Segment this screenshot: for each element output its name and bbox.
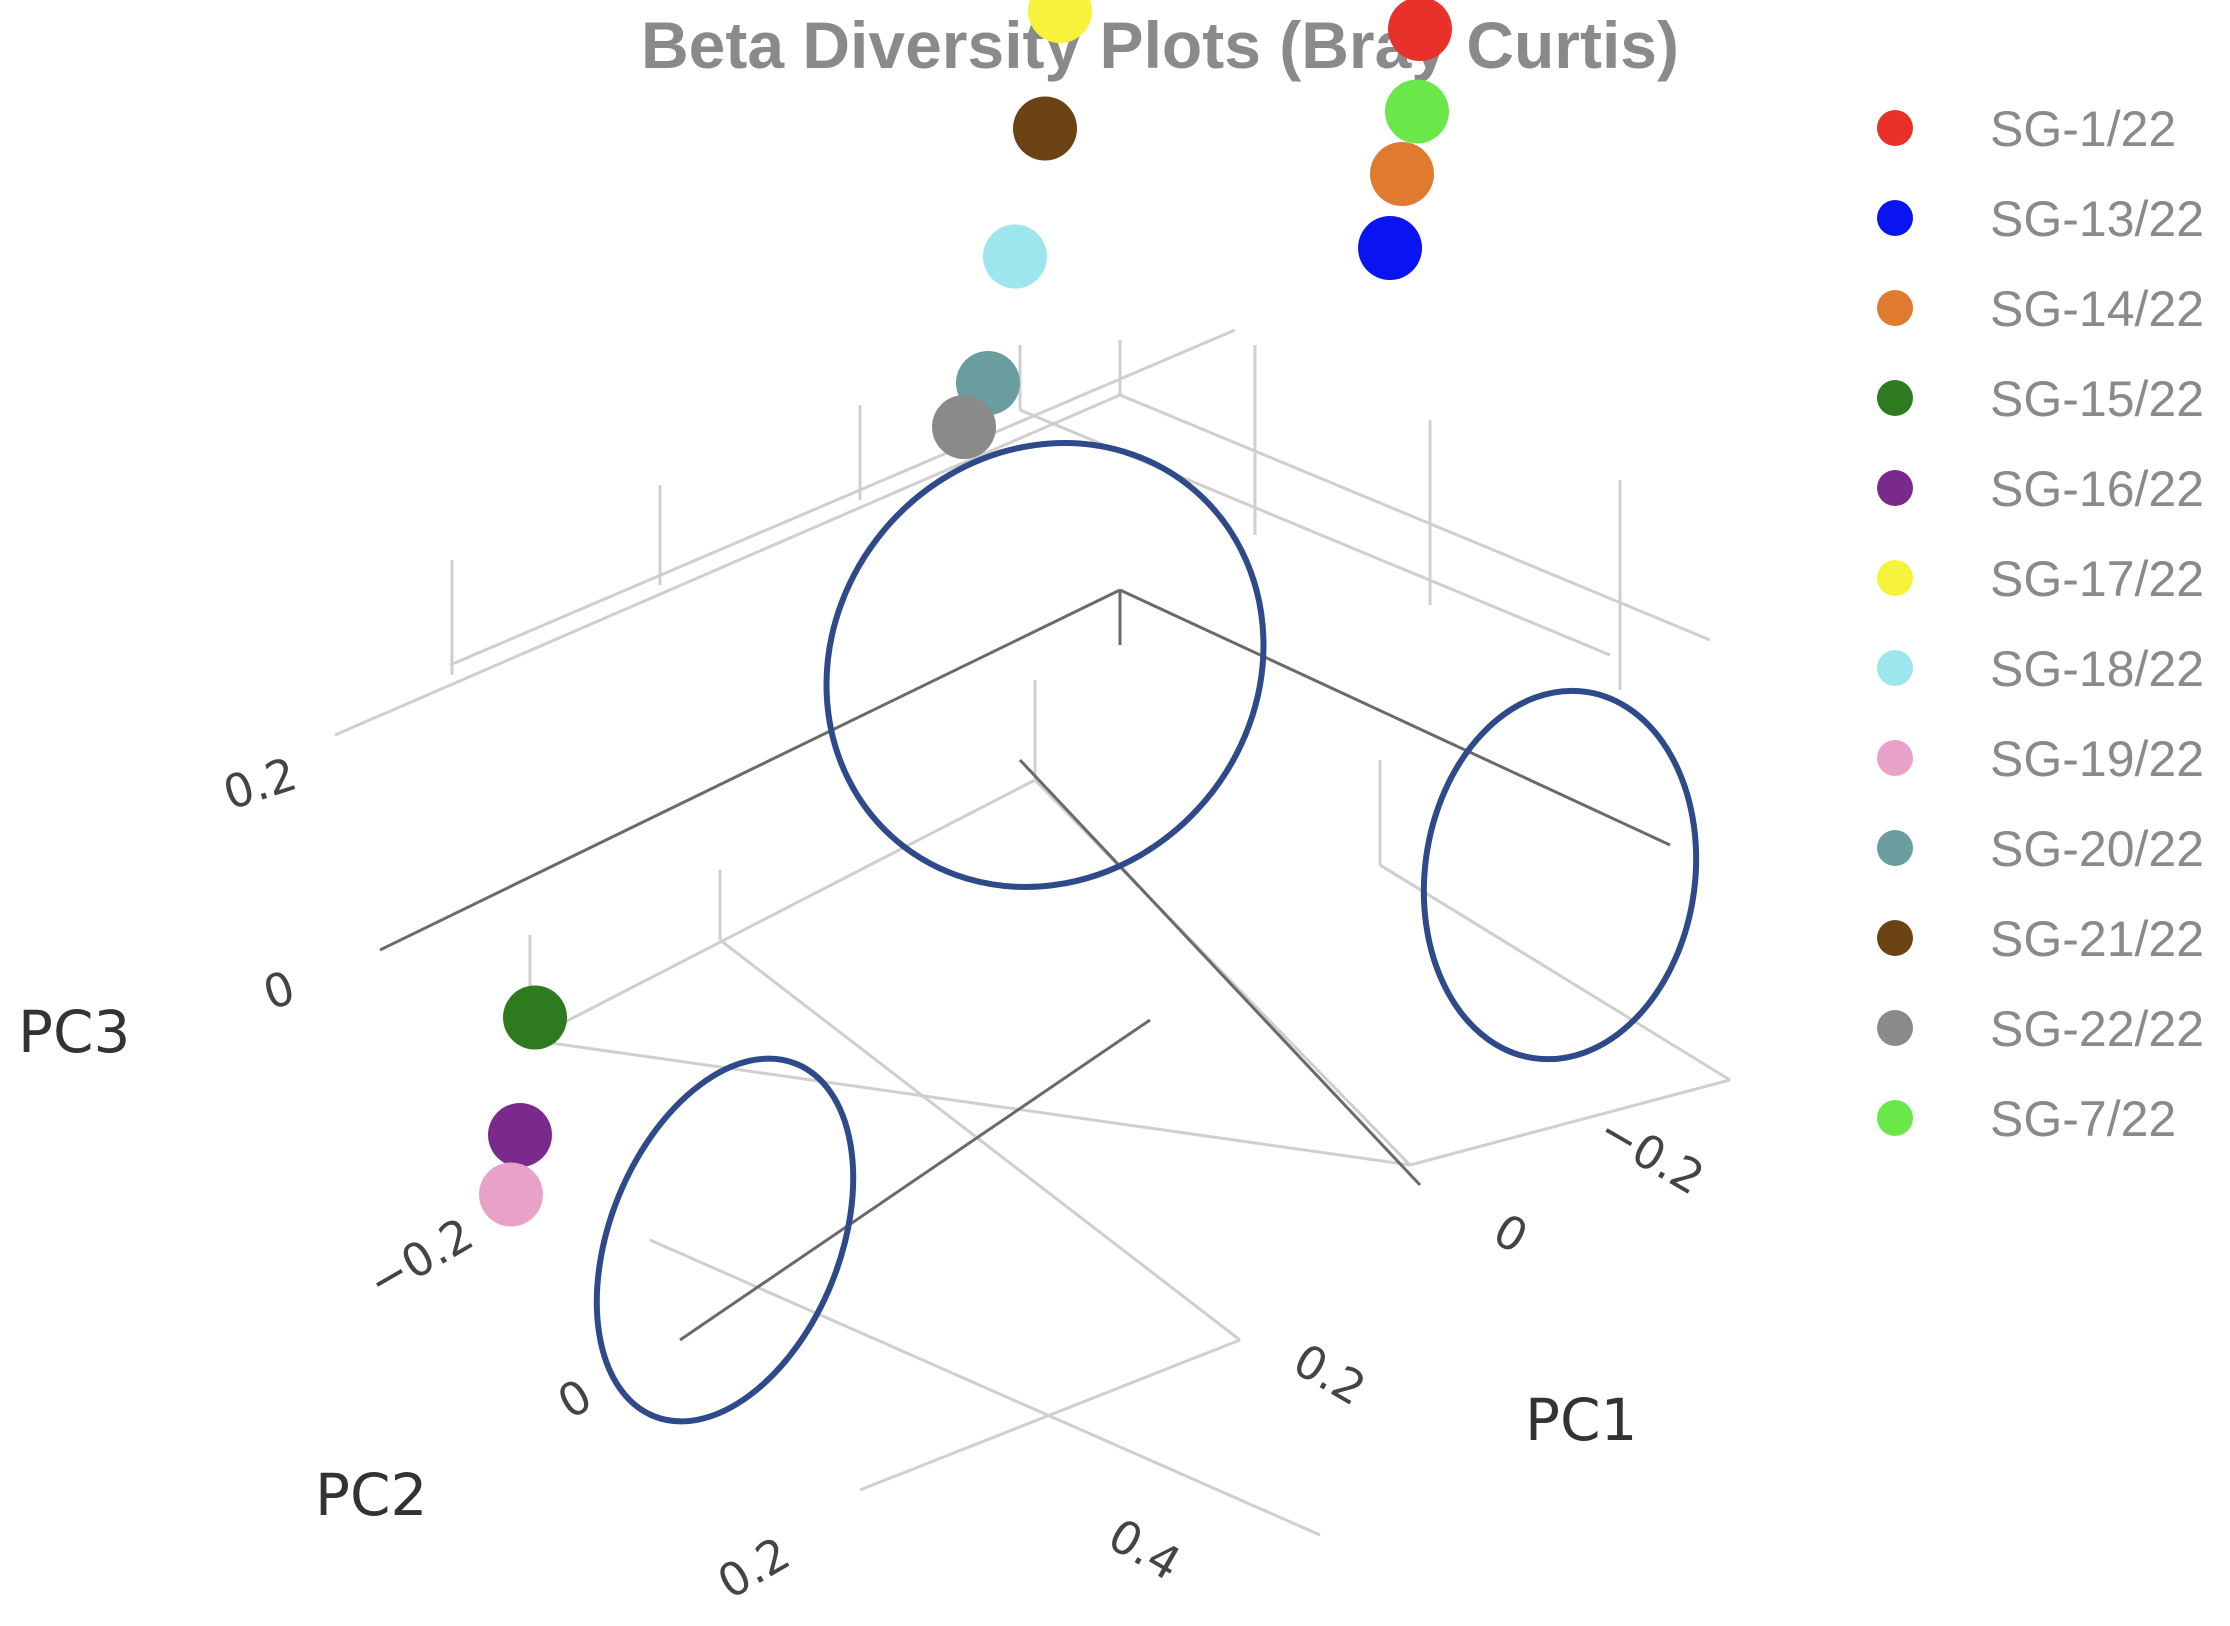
legend-item[interactable]: SG-1/22 xyxy=(1877,101,2176,157)
y-axis-title: PC2 xyxy=(315,1461,427,1529)
point-sg-16-22 xyxy=(488,1103,552,1167)
legend-label: SG-1/22 xyxy=(1990,101,2176,157)
chart-title: Beta Diversity Plots (Bray Curtis) xyxy=(641,8,1679,82)
x-tick-0: 0 xyxy=(1485,1203,1537,1264)
legend-label: SG-16/22 xyxy=(1990,461,2204,517)
legend-item[interactable]: SG-13/22 xyxy=(1877,191,2204,247)
point-sg-21-22 xyxy=(1013,96,1077,161)
cluster-ellipse-bottom xyxy=(593,1055,857,1425)
legend-marker xyxy=(1877,1100,1913,1136)
y-tick-neg0.2: −0.2 xyxy=(359,1207,483,1310)
legend-label: SG-22/22 xyxy=(1990,1001,2204,1057)
y-tick-0.2: 0.2 xyxy=(709,1526,799,1609)
legend-label: SG-21/22 xyxy=(1990,911,2204,967)
legend-item[interactable]: SG-22/22 xyxy=(1877,1001,2204,1057)
x-axis-title: PC1 xyxy=(1525,1386,1637,1454)
legend-marker xyxy=(1877,740,1913,776)
legend-label: SG-17/22 xyxy=(1990,551,2204,607)
legend-marker xyxy=(1877,920,1913,956)
legend-marker xyxy=(1877,110,1913,146)
point-sg-17-22 xyxy=(1028,0,1092,43)
legend-item[interactable]: SG-7/22 xyxy=(1877,1091,2176,1147)
legend-marker xyxy=(1877,200,1913,236)
legend-item[interactable]: SG-19/22 xyxy=(1877,731,2204,787)
legend-label: SG-18/22 xyxy=(1990,641,2204,697)
point-sg-15-22 xyxy=(503,985,567,1050)
x-tick-neg0.2: −0.2 xyxy=(1590,1103,1714,1206)
legend-marker xyxy=(1877,290,1913,326)
x-tick-0.4: 0.4 xyxy=(1100,1508,1190,1591)
legend-label: SG-14/22 xyxy=(1990,281,2204,337)
point-sg-13-22 xyxy=(1358,216,1422,280)
point-sg-14-22 xyxy=(1370,142,1434,206)
grid xyxy=(334,328,1731,1537)
legend-item[interactable]: SG-21/22 xyxy=(1877,911,2204,967)
legend-item[interactable]: SG-15/22 xyxy=(1877,371,2204,427)
z-tick-0: 0 xyxy=(257,960,302,1020)
legend-marker xyxy=(1877,1010,1913,1046)
cluster-outlines xyxy=(593,440,1700,1425)
legend-marker xyxy=(1877,830,1913,866)
point-sg-1-22 xyxy=(1388,0,1452,61)
x-tick-0.2: 0.2 xyxy=(1285,1333,1375,1416)
legend-marker xyxy=(1877,470,1913,506)
legend-item[interactable]: SG-16/22 xyxy=(1877,461,2204,517)
legend-label: SG-13/22 xyxy=(1990,191,2204,247)
cluster-ellipse-right xyxy=(1420,687,1700,1063)
legend-item[interactable]: SG-20/22 xyxy=(1877,821,2204,877)
legend-label: SG-15/22 xyxy=(1990,371,2204,427)
z-tick-0.2: 0.2 xyxy=(217,746,303,820)
legend-item[interactable]: SG-14/22 xyxy=(1877,281,2204,337)
legend-marker xyxy=(1877,560,1913,596)
legend-label: SG-19/22 xyxy=(1990,731,2204,787)
z-axis-title: PC3 xyxy=(18,998,130,1066)
point-sg-7-22 xyxy=(1385,79,1449,144)
legend-label: SG-20/22 xyxy=(1990,821,2204,877)
legend-item[interactable]: SG-18/22 xyxy=(1877,641,2204,697)
point-sg-22-22 xyxy=(932,395,996,459)
legend-item[interactable]: SG-17/22 xyxy=(1877,551,2204,607)
axes xyxy=(379,588,1671,1342)
legend-marker xyxy=(1877,650,1913,686)
point-sg-19-22 xyxy=(479,1162,543,1227)
point-sg-18-22 xyxy=(983,224,1047,289)
cluster-ellipse-top xyxy=(823,440,1267,890)
legend-label: SG-7/22 xyxy=(1990,1091,2176,1147)
legend-marker xyxy=(1877,380,1913,416)
data-points xyxy=(479,0,1452,1227)
y-tick-0: 0 xyxy=(549,1368,601,1429)
legend: SG-1/22 SG-13/22 SG-14/22 SG-15/22 SG-16/22 S… xyxy=(1877,101,2204,1147)
